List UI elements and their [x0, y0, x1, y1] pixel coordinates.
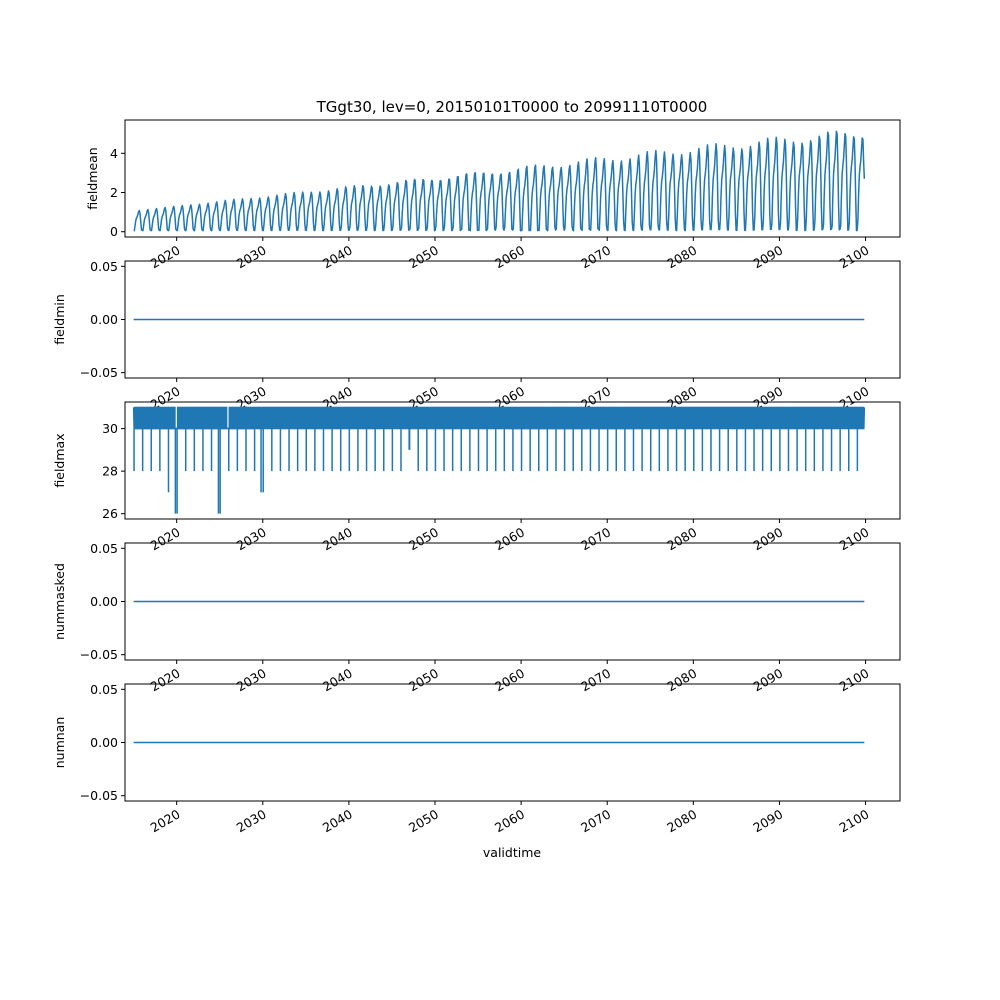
numnan-y-axis-label: numnan [52, 717, 67, 769]
nummasked-ytick-label: 0.00 [90, 594, 118, 609]
chart-title: TGgt30, lev=0, 20150101T0000 to 20991110… [316, 98, 708, 116]
fieldmean-xtick-label: 2040 [320, 242, 355, 271]
nummasked-ytick-label: −0.05 [80, 647, 118, 662]
nummasked-ytick-label: 0.05 [90, 541, 118, 556]
nummasked-xtick-label: 2080 [664, 665, 699, 694]
nummasked-xtick-label: 2040 [320, 665, 355, 694]
fieldmax-xtick-label: 2050 [406, 524, 441, 553]
numnan-xtick-label: 2080 [664, 806, 699, 835]
numnan-ytick-label: 0.00 [90, 735, 118, 750]
numnan-xtick-label: 2090 [750, 806, 785, 835]
fieldmean-ytick-label: 4 [110, 146, 118, 161]
fieldmean-xtick-label: 2030 [234, 242, 269, 271]
fieldmean-xtick-label: 2100 [837, 242, 872, 271]
numnan-xtick-label: 2070 [578, 806, 613, 835]
fieldmin-ytick-label: −0.05 [80, 365, 118, 380]
numnan-ytick-label: −0.05 [80, 788, 118, 803]
nummasked-xtick-label: 2070 [578, 665, 613, 694]
fieldmax-ytick-label: 30 [102, 421, 118, 436]
x-axis-label: validtime [483, 845, 541, 860]
nummasked-xtick-label: 2090 [750, 665, 785, 694]
nummasked-xtick-label: 2030 [234, 665, 269, 694]
fieldmax-xtick-label: 2020 [148, 524, 183, 553]
fieldmax-xtick-label: 2090 [750, 524, 785, 553]
fieldmean-y-axis-label: fieldmean [85, 147, 100, 209]
nummasked-xtick-label: 2060 [492, 665, 527, 694]
fieldmin-ytick-label: 0.05 [90, 259, 118, 274]
nummasked-y-axis-label: nummasked [52, 563, 67, 640]
fieldmean-xtick-label: 2090 [750, 242, 785, 271]
numnan-ytick-label: 0.05 [90, 682, 118, 697]
panel-numnan: −0.05 0.00 0.05 numnan 2020 2030 2040 2050 2060 2… [52, 682, 901, 835]
fieldmin-ytick-label: 0.00 [90, 312, 118, 327]
fieldmax-xtick-label: 2100 [837, 524, 872, 553]
fieldmax-axes-frame [124, 401, 901, 520]
panel-fieldmax: 26 28 30 fieldmax 2020 2030 2040 2050 2060 2070 20… [52, 401, 901, 553]
fieldmax-xtick-label: 2070 [578, 524, 613, 553]
fieldmean-ytick-label: 2 [110, 185, 118, 200]
fieldmin-y-axis-label: fieldmin [52, 294, 67, 345]
fieldmax-xtick-label: 2060 [492, 524, 527, 553]
fieldmax-xtick-label: 2040 [320, 524, 355, 553]
fieldmean-xtick-label: 2060 [492, 242, 527, 271]
fieldmax-series-line [132, 406, 866, 514]
fieldmax-xtick-label: 2030 [234, 524, 269, 553]
nummasked-xtick-label: 2050 [406, 665, 441, 694]
fieldmax-y-axis-label: fieldmax [52, 433, 67, 487]
numnan-xtick-label: 2100 [837, 806, 872, 835]
fieldmean-xtick-label: 2080 [664, 242, 699, 271]
fieldmean-xtick-label: 2020 [148, 242, 183, 271]
numnan-xtick-label: 2030 [234, 806, 269, 835]
nummasked-xtick-label: 2020 [148, 665, 183, 694]
nummasked-xtick-label: 2100 [837, 665, 872, 694]
fieldmean-ytick-label: 0 [110, 224, 118, 239]
numnan-xtick-label: 2060 [492, 806, 527, 835]
numnan-xtick-label: 2040 [320, 806, 355, 835]
fieldmean-axes-frame [124, 119, 901, 238]
panel-nummasked: −0.05 0.00 0.05 nummasked 2020 2030 2040 2050 20… [52, 541, 901, 694]
fieldmax-xtick-label: 2080 [664, 524, 699, 553]
fieldmax-ytick-label: 26 [102, 506, 118, 521]
fieldmean-series-line [133, 130, 866, 232]
fieldmean-xtick-label: 2070 [578, 242, 613, 271]
fieldmax-ytick-label: 28 [102, 464, 118, 479]
numnan-xtick-label: 2020 [148, 806, 183, 835]
panel-fieldmean: 0 2 4 fieldmean 2020 2030 2040 2050 2060 2070 2080… [85, 119, 901, 271]
fieldmean-xtick-label: 2050 [406, 242, 441, 271]
numnan-xtick-label: 2050 [406, 806, 441, 835]
